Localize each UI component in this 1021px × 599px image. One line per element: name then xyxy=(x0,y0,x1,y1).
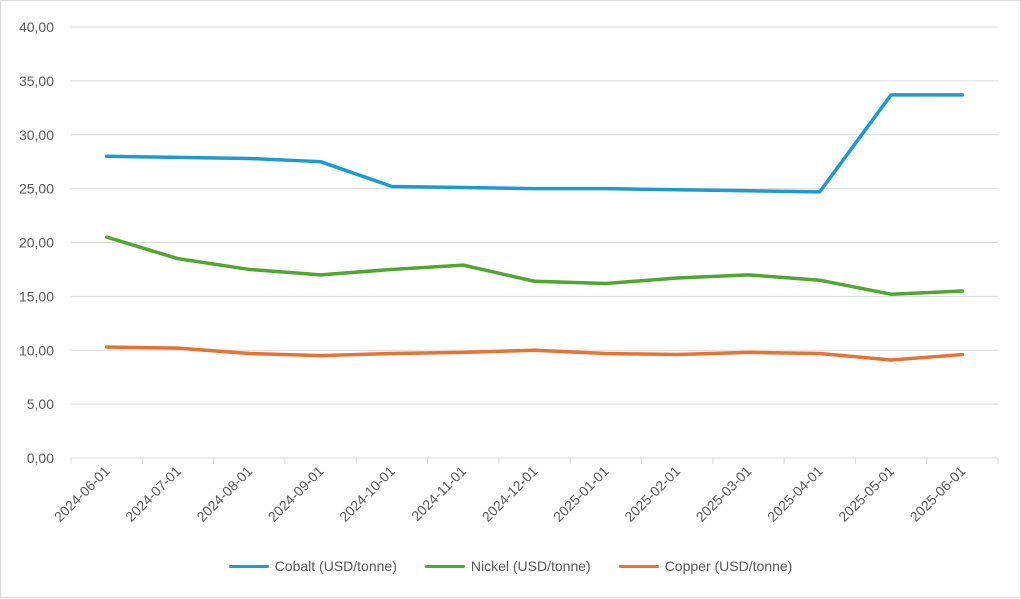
y-tick-label: 30,00 xyxy=(19,127,54,143)
x-tick-label: 2024-11-01 xyxy=(408,463,469,524)
legend-swatch xyxy=(619,565,659,568)
x-tick-label: 2024-08-01 xyxy=(193,463,255,525)
x-tick-label: 2025-03-01 xyxy=(693,463,755,525)
legend-item: Nickel (USD/tonne) xyxy=(425,558,591,574)
x-tick-label: 2025-05-01 xyxy=(835,463,897,525)
legend-label: Nickel (USD/tonne) xyxy=(471,558,591,574)
series-line-nickel xyxy=(107,237,963,294)
legend-label: Copper (USD/tonne) xyxy=(665,558,793,574)
y-tick-label: 15,00 xyxy=(19,288,54,304)
legend-label: Cobalt (USD/tonne) xyxy=(275,558,397,574)
y-tick-label: 20,00 xyxy=(19,235,54,251)
y-tick-label: 0,00 xyxy=(27,450,54,466)
x-tick-label: 2025-06-01 xyxy=(907,463,969,525)
x-tick-label: 2024-07-01 xyxy=(122,463,184,525)
legend-item: Cobalt (USD/tonne) xyxy=(229,558,397,574)
legend-item: Copper (USD/tonne) xyxy=(619,558,793,574)
series-line-copper xyxy=(107,347,963,360)
legend-swatch xyxy=(229,565,269,568)
x-tick-label: 2024-12-01 xyxy=(479,463,541,525)
x-tick-label: 2025-01-01 xyxy=(550,463,612,525)
x-tick-label: 2024-09-01 xyxy=(265,463,327,525)
series-line-cobalt xyxy=(107,95,963,192)
y-tick-label: 10,00 xyxy=(19,342,54,358)
x-tick-label: 2025-04-01 xyxy=(764,463,826,525)
x-tick-label: 2024-10-01 xyxy=(336,463,398,525)
legend: Cobalt (USD/tonne) Nickel (USD/tonne) Copp… xyxy=(1,558,1020,574)
y-tick-label: 5,00 xyxy=(27,396,54,412)
x-tick-label: 2024-06-01 xyxy=(51,463,113,525)
legend-swatch xyxy=(425,565,465,568)
x-tick-label: 2025-02-01 xyxy=(621,463,683,525)
y-tick-label: 40,00 xyxy=(19,19,54,35)
y-tick-label: 25,00 xyxy=(19,181,54,197)
y-tick-label: 35,00 xyxy=(19,73,54,89)
